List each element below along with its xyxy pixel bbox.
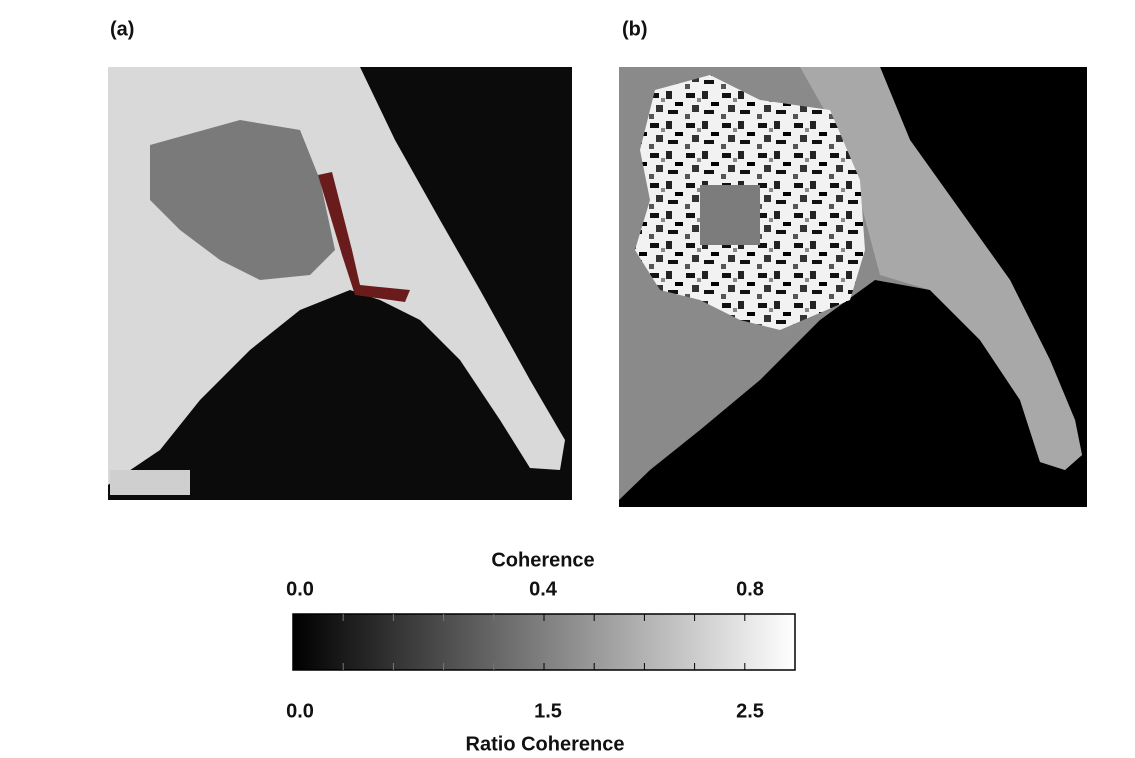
image-b bbox=[619, 67, 1087, 507]
colorbar-title: Ratio Coherence bbox=[466, 733, 625, 755]
colorbar-title: Coherence bbox=[491, 549, 594, 571]
figure: (a) (b) Coherence 0.0 0.4 0.8 0.0 1.5 2.… bbox=[0, 0, 1135, 758]
colorbar bbox=[293, 614, 795, 670]
tick-label: 0.0 bbox=[286, 578, 314, 600]
tick-label: 0.0 bbox=[286, 700, 314, 722]
image-a bbox=[108, 67, 572, 500]
tick-label: 1.5 bbox=[534, 700, 562, 722]
lagoon bbox=[700, 185, 760, 245]
tick-label: 0.8 bbox=[736, 578, 764, 600]
land bbox=[110, 470, 190, 495]
panel-label: (b) bbox=[622, 18, 648, 40]
page: (a) (b) Coherence 0.0 0.4 0.8 0.0 1.5 2.… bbox=[0, 0, 1135, 758]
panel-label: (a) bbox=[110, 18, 134, 40]
tick-label: 0.4 bbox=[529, 578, 558, 600]
tick-label: 2.5 bbox=[736, 700, 764, 722]
